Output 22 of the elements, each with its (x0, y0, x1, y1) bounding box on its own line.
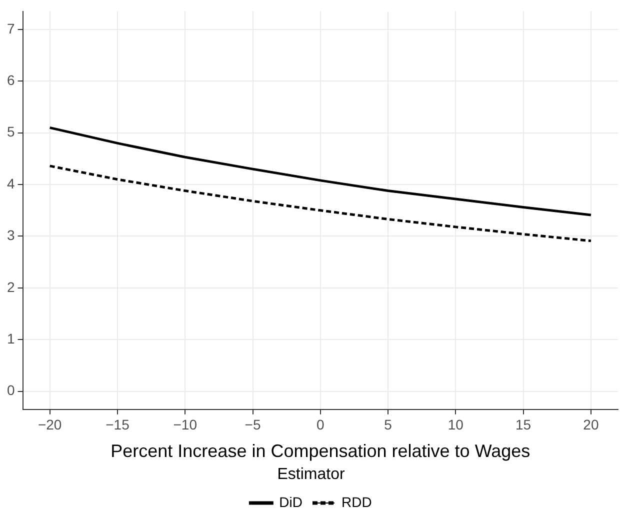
x-tick-label: 10 (448, 416, 464, 433)
legend-label: RDD (342, 494, 372, 510)
x-tick-label: 15 (516, 416, 532, 433)
x-tick-label: −5 (244, 416, 261, 433)
x-axis-title: Percent Increase in Compensation relative to Wages (110, 440, 530, 461)
y-tick-label: 3 (6, 227, 15, 244)
y-tick-label: 0 (6, 382, 15, 398)
x-tick-label: −15 (106, 416, 130, 433)
y-tick-label: 2 (6, 278, 15, 295)
x-tick-label: −20 (38, 416, 62, 433)
x-tick-label: 5 (384, 416, 392, 433)
x-tick-label: −10 (173, 416, 198, 433)
legend-label: DiD (279, 494, 303, 510)
y-tick-label: 5 (6, 124, 15, 140)
legend-title: Estimator (277, 466, 346, 484)
y-tick-label: 7 (6, 20, 15, 36)
x-tick-label: 20 (583, 416, 599, 433)
y-tick-label: 6 (6, 72, 15, 88)
y-tick-label: 4 (6, 175, 15, 192)
line-series (48, 164, 592, 242)
x-tick-label: 0 (316, 416, 324, 433)
y-tick-label: 1 (6, 330, 15, 346)
